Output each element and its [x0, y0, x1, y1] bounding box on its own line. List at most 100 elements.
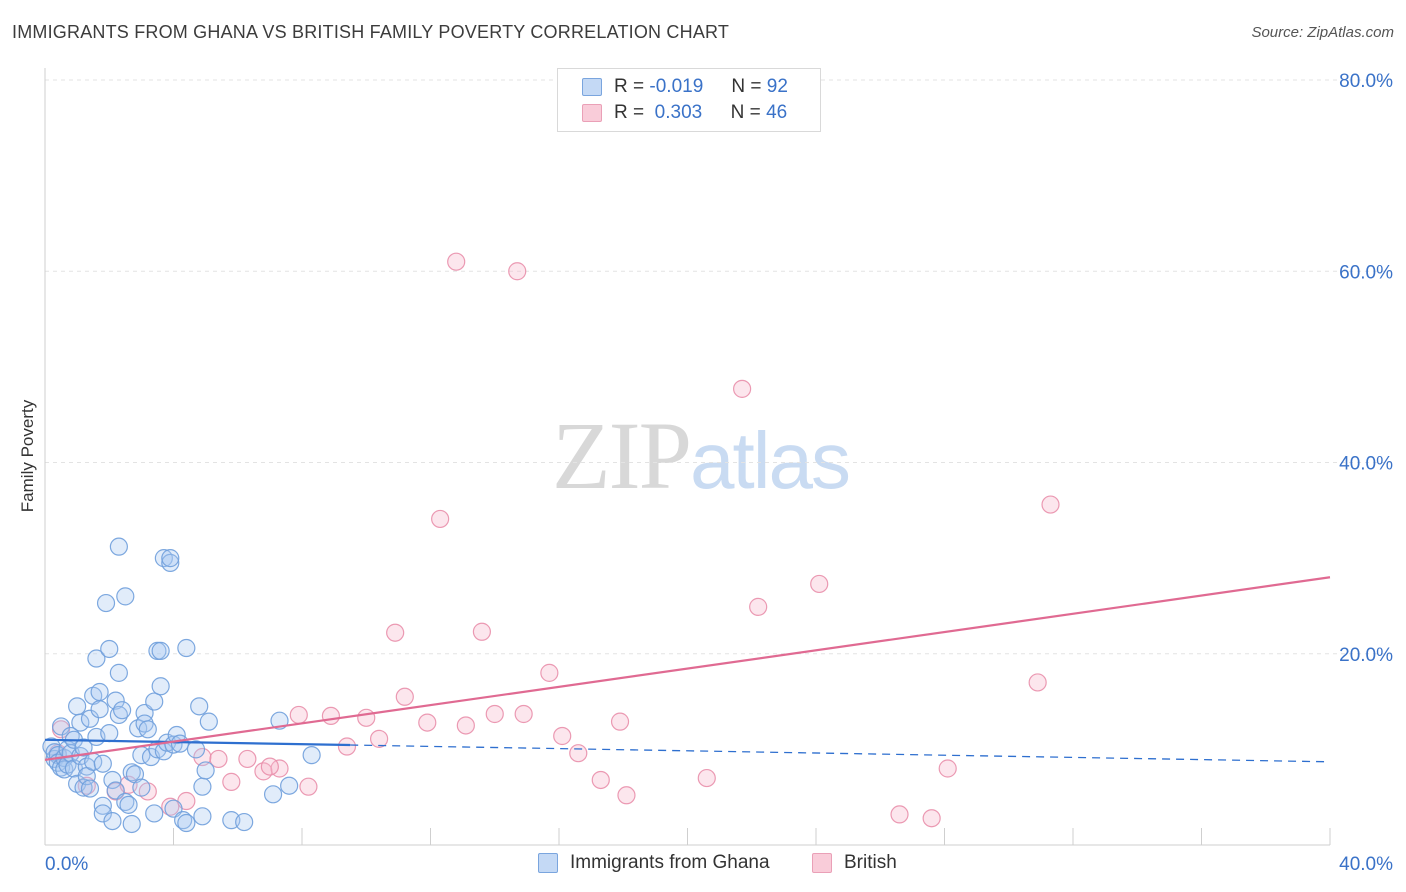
british-point	[418, 713, 437, 732]
ghana-point	[122, 814, 141, 834]
legend-row-ghana: R = -0.019 N = 92	[582, 75, 788, 99]
british-point	[810, 574, 829, 594]
ghana-point	[116, 587, 135, 606]
ghana-point	[100, 639, 119, 659]
ghana-point	[71, 713, 90, 732]
ghana-point	[87, 649, 106, 668]
correlation-legend: R = -0.019 N = 92 R = 0.303 N = 46	[557, 68, 821, 132]
series-legend-label-ghana: Immigrants from Ghana	[570, 852, 770, 873]
british-point	[591, 770, 610, 790]
ghana-point	[68, 697, 87, 716]
british-point	[1041, 495, 1060, 514]
legend-swatch-ghana	[582, 78, 602, 96]
x-tick-label-min: 0.0%	[45, 854, 88, 875]
watermark-zip: ZIP	[552, 402, 692, 509]
ghana-point	[122, 763, 141, 782]
legend-n-value-british: 46	[766, 102, 788, 123]
ghana-point	[151, 641, 170, 660]
ghana-point	[109, 537, 128, 556]
ghana-point	[174, 811, 193, 830]
legend-row-british: R = 0.303 N = 46	[582, 101, 787, 125]
ghana-point	[96, 593, 116, 613]
ghana-point	[151, 677, 170, 696]
british-point	[395, 687, 414, 706]
ghana-point	[190, 697, 209, 716]
ghana-point	[100, 724, 119, 743]
ghana-trend-line-extension	[350, 744, 1331, 763]
ghana-point	[177, 638, 196, 658]
y-tick-label: 20.0%	[1339, 645, 1393, 666]
legend-r-label: R =	[614, 76, 645, 97]
ghana-point	[280, 776, 299, 795]
british-point	[890, 805, 909, 824]
legend-r-value-ghana: -0.019	[649, 76, 704, 97]
ghana-trend-line	[44, 738, 351, 747]
british-trend-line	[44, 576, 1331, 761]
ghana-point	[145, 804, 164, 823]
ghana-point	[93, 796, 112, 815]
british-point	[553, 726, 572, 746]
grid-layer	[45, 79, 1392, 655]
ghana-point	[161, 553, 180, 573]
ghana-point	[93, 754, 112, 773]
x-tick-label-max: 40.0%	[1339, 854, 1393, 875]
british-point	[260, 757, 279, 776]
ghana-point	[186, 740, 206, 759]
ghana-point	[90, 682, 109, 702]
british-point	[161, 797, 180, 816]
legend-n-label: N =	[731, 76, 762, 97]
british-point	[321, 706, 341, 726]
ghana-point	[302, 746, 321, 765]
chart-title: IMMIGRANTS FROM GHANA VS BRITISH FAMILY …	[12, 22, 730, 42]
ghana-point	[74, 778, 93, 797]
british-point	[222, 772, 241, 791]
british-point	[337, 737, 357, 756]
british-point	[749, 597, 768, 616]
ghana-point	[106, 691, 125, 710]
british-point	[938, 759, 957, 778]
ghana-point	[103, 811, 122, 831]
ghana-point	[193, 777, 212, 796]
ghana-point	[196, 761, 215, 780]
series-legend-swatch-ghana	[538, 853, 558, 873]
series-legend-label-british: British	[844, 852, 897, 873]
series-legend: Immigrants from Ghana British	[0, 852, 1406, 878]
ghana-point	[177, 813, 196, 833]
ghana-point	[90, 700, 109, 719]
series-legend-swatch-british	[812, 853, 832, 873]
ghana-point	[135, 714, 154, 733]
british-point	[514, 704, 533, 724]
watermark: ZIPatlas	[552, 400, 851, 511]
ghana-point	[93, 804, 112, 823]
trend-layer	[44, 576, 1331, 763]
ghana-point	[112, 701, 132, 720]
british-point	[485, 704, 504, 724]
y-tick-label: 40.0%	[1339, 454, 1393, 475]
british-point	[922, 809, 941, 828]
ghana-point	[145, 692, 164, 711]
chart-source: Source: ZipAtlas.com	[1251, 24, 1394, 41]
ghana-point	[51, 717, 71, 736]
british-point	[289, 705, 308, 725]
legend-n-value-ghana: 92	[766, 76, 788, 97]
ghana-point	[116, 792, 135, 812]
ghana-point	[80, 709, 100, 728]
points-layer	[42, 252, 1060, 834]
legend-r-value-british: 0.303	[654, 102, 703, 123]
series-legend-item-ghana[interactable]: Immigrants from Ghana	[538, 852, 770, 874]
ghana-point	[119, 795, 138, 814]
ghana-point	[138, 720, 157, 739]
british-point	[431, 509, 450, 529]
series-legend-item-british[interactable]: British	[812, 852, 897, 874]
axis-layer	[44, 68, 1331, 846]
ghana-point	[80, 779, 100, 798]
ghana-point	[193, 807, 212, 826]
watermark-atlas: atlas	[690, 416, 851, 505]
ghana-point	[74, 738, 93, 757]
british-point	[209, 749, 228, 769]
british-point	[610, 712, 630, 731]
british-point	[733, 379, 752, 398]
ghana-point	[161, 549, 180, 568]
british-point	[370, 729, 389, 748]
